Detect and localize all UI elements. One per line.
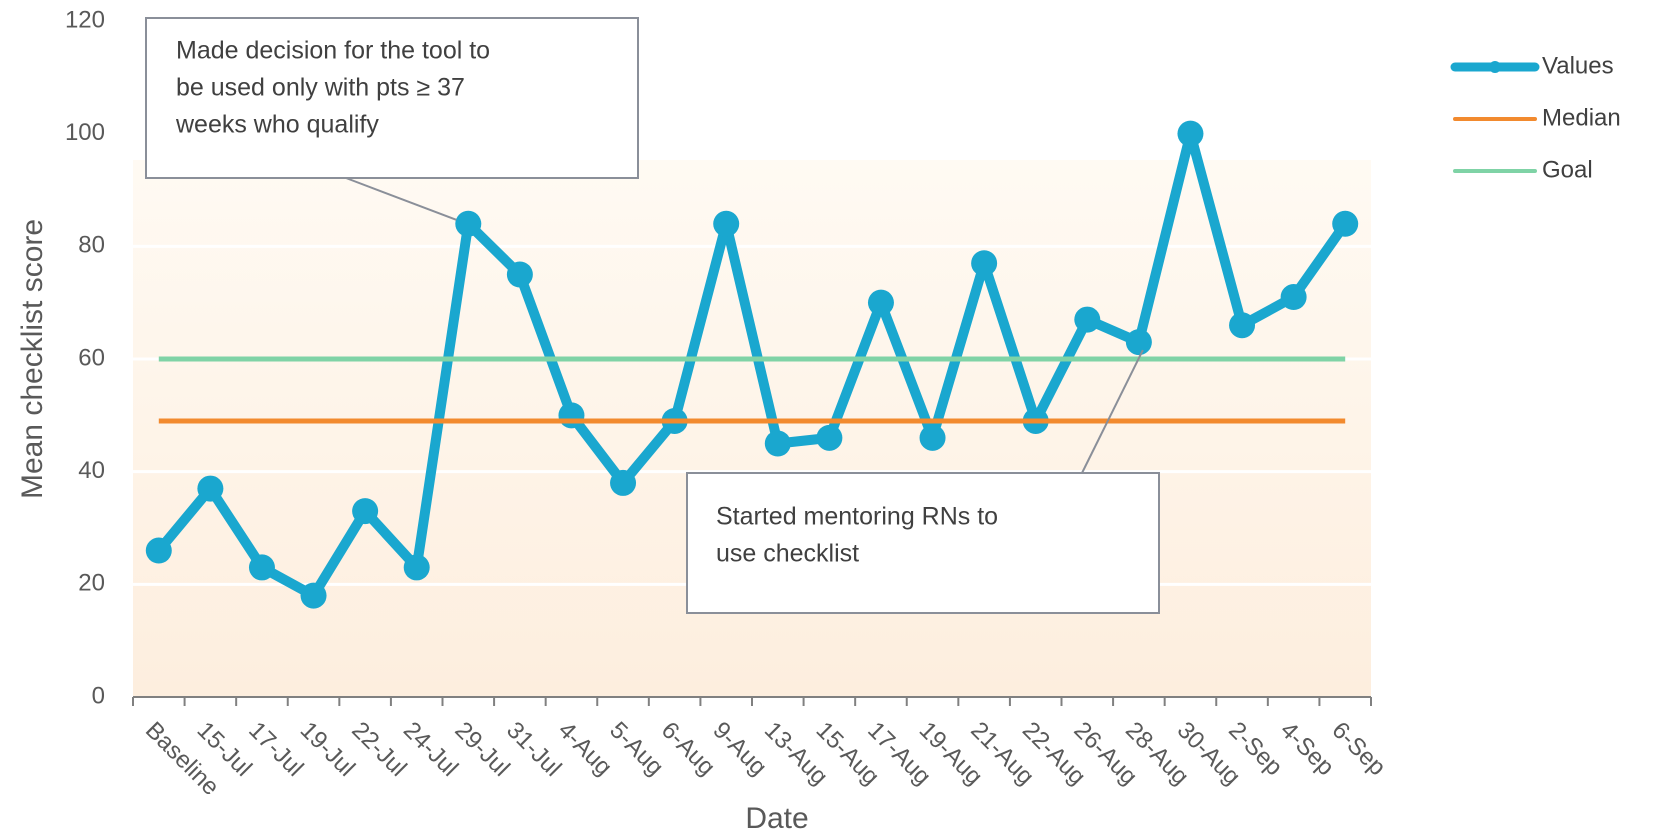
legend-label: Values [1542,52,1614,79]
point [1229,312,1256,339]
point [558,402,585,429]
y-tick-label: 20 [78,570,105,597]
point [764,430,791,457]
point [403,554,430,581]
y-tick-label: 100 [65,119,105,146]
point [145,537,172,564]
x-tick-label: 4-Aug [553,717,617,781]
plot-area [133,160,1371,697]
x-tick-label: 6-Sep [1326,717,1390,781]
annotation-text: use checklist [716,540,859,568]
point [971,250,998,277]
annotation-box [145,17,639,179]
point [1177,120,1204,147]
x-tick-label: 5-Aug [604,717,668,781]
point [1074,306,1101,333]
annotation-text: Started mentoring RNs to [716,503,998,531]
x-tick-label: 17-Jul [243,717,308,782]
y-axis-title: Mean checklist score [16,219,49,499]
y-tick-label: 0 [92,682,105,709]
x-tick-label: 19-Jul [295,717,360,782]
point [248,554,275,581]
point [816,424,843,451]
legend-label: Goal [1542,156,1593,183]
x-tick-label: 24-Jul [398,717,463,782]
y-tick-label: 60 [78,344,105,371]
y-tick-label: 40 [78,457,105,484]
annotation-text: weeks who qualify [175,111,379,139]
point [300,582,327,609]
point [1125,329,1152,356]
legend-label: Median [1542,104,1621,131]
annotation-text: Made decision for the tool to [176,37,490,65]
x-axis-title: Date [745,802,808,835]
x-tick-label: 4-Sep [1275,717,1339,781]
point [919,424,946,451]
annotation-box [686,472,1160,614]
series-line [154,128,1350,601]
annotation-leader [345,177,457,221]
point [867,289,894,316]
x-tick-label: 6-Aug [656,717,720,781]
legend-marker [1489,61,1501,73]
point [506,261,533,288]
point [455,210,482,237]
x-tick-label: 22-Jul [346,717,411,782]
x-tick-label: 31-Jul [501,717,566,782]
point [610,469,637,496]
point [1280,284,1307,311]
y-tick-label: 120 [65,6,105,33]
y-tick-label: 80 [78,232,105,259]
annotation-text: be used only with pts ≥ 37 [176,74,465,102]
annotation-leader [1081,349,1144,474]
point [713,210,740,237]
point [352,498,379,525]
point [197,475,224,502]
x-tick-label: 29-Jul [450,717,515,782]
point [1332,210,1359,237]
x-tick-label: 9-Aug [707,717,771,781]
